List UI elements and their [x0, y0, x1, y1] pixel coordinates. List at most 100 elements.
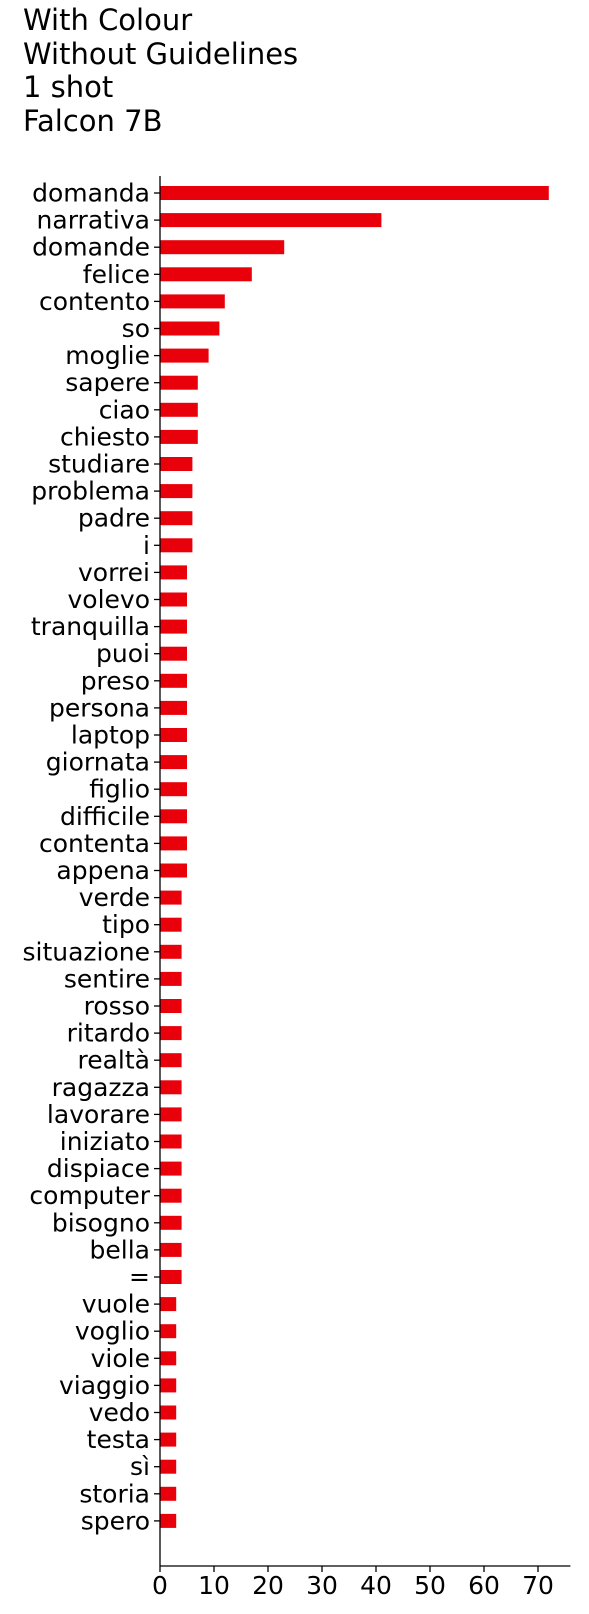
- bar: [160, 1513, 177, 1528]
- chart-title-line-2: Without Guidelines: [23, 36, 299, 71]
- bar: [160, 213, 382, 228]
- bar: [160, 1215, 182, 1230]
- bar: [160, 1242, 182, 1257]
- bar: [160, 511, 193, 526]
- category-label: domanda: [32, 179, 150, 208]
- category-label: verde: [79, 883, 150, 912]
- bar: [160, 538, 193, 553]
- chart-title-line-3: 1 shot: [23, 70, 114, 104]
- bar: [160, 1270, 182, 1284]
- category-label: narrativa: [37, 206, 150, 235]
- category-label: volevo: [67, 585, 150, 614]
- category-label: domande: [32, 233, 150, 262]
- x-tick-label: 70: [522, 1571, 554, 1600]
- bar: [160, 1107, 182, 1122]
- bar: [160, 592, 187, 607]
- category-label: chiesto: [60, 422, 150, 451]
- bar: [160, 836, 187, 851]
- bar: [160, 1026, 182, 1041]
- bars-group: [160, 186, 549, 1528]
- category-label: iniziato: [60, 1127, 150, 1156]
- bar: [160, 944, 182, 959]
- bar: [160, 484, 193, 499]
- bar: [160, 782, 187, 797]
- category-label: giornata: [46, 748, 150, 777]
- category-label: vuole: [82, 1290, 150, 1319]
- bar: [160, 321, 220, 336]
- bar: [160, 375, 198, 390]
- bar: [160, 646, 187, 661]
- category-label: puoi: [96, 639, 150, 668]
- category-label: realtà: [78, 1046, 151, 1075]
- category-label: problema: [31, 477, 150, 506]
- category-labels-group: domandanarrativadomandefelicecontentosom…: [22, 179, 160, 1535]
- bar: [160, 1459, 177, 1474]
- bar: [160, 1324, 177, 1339]
- bar: [160, 673, 187, 688]
- category-label: contenta: [39, 829, 150, 858]
- category-label: spero: [81, 1506, 150, 1535]
- category-label: appena: [56, 856, 150, 885]
- bar: [160, 1378, 177, 1393]
- bar: [160, 348, 209, 363]
- category-label: ciao: [99, 395, 150, 424]
- category-label: i: [143, 531, 150, 560]
- category-label: storia: [79, 1479, 150, 1508]
- bar: [160, 186, 549, 200]
- category-label: contento: [39, 287, 150, 316]
- x-tick-label: 30: [306, 1571, 338, 1600]
- bar: [160, 1351, 177, 1366]
- bar: [160, 1188, 182, 1203]
- category-label: so: [122, 314, 150, 343]
- category-label: rosso: [84, 992, 150, 1021]
- category-label: laptop: [71, 721, 150, 750]
- category-label: vedo: [89, 1398, 150, 1427]
- category-label: viaggio: [59, 1371, 150, 1400]
- category-label: padre: [78, 504, 150, 533]
- category-label: felice: [83, 260, 150, 289]
- category-label: =: [129, 1263, 150, 1292]
- bar: [160, 565, 187, 580]
- bar: [160, 1432, 177, 1447]
- category-label: bella: [90, 1235, 150, 1264]
- category-label: preso: [81, 666, 150, 695]
- x-tick-label: 20: [252, 1571, 284, 1600]
- category-label: figlio: [89, 775, 150, 804]
- bar: [160, 1161, 182, 1176]
- bar: [160, 809, 187, 824]
- x-tick-label: 10: [198, 1571, 230, 1600]
- category-label: vorrei: [78, 558, 150, 587]
- x-ticks-group: 0 10 20 30 40 50 60 70: [152, 1566, 554, 1600]
- x-tick-label: 40: [360, 1571, 392, 1600]
- category-label: sì: [130, 1452, 150, 1481]
- bar: [160, 1486, 177, 1501]
- bar: [160, 1134, 182, 1149]
- bar: [160, 240, 285, 255]
- bar: [160, 402, 198, 417]
- bar: [160, 890, 182, 905]
- bar: [160, 1080, 182, 1095]
- bar: [160, 863, 187, 878]
- chart-title: With Colour Without Guidelines 1 shot Fa…: [23, 3, 299, 138]
- category-label: testa: [87, 1425, 150, 1454]
- category-label: situazione: [22, 937, 150, 966]
- category-label: ragazza: [52, 1073, 150, 1102]
- x-tick-label: 50: [414, 1571, 446, 1600]
- chart-title-line-4: Falcon 7B: [23, 103, 163, 138]
- category-label: voglio: [75, 1317, 150, 1346]
- category-label: lavorare: [47, 1100, 150, 1129]
- category-label: dispiace: [47, 1154, 150, 1183]
- category-label: tipo: [102, 910, 150, 939]
- category-label: viole: [91, 1344, 150, 1373]
- category-label: persona: [49, 693, 150, 722]
- category-label: difficile: [60, 802, 150, 831]
- category-label: studiare: [48, 450, 150, 479]
- bar: [160, 267, 252, 282]
- category-label: ritardo: [67, 1019, 150, 1048]
- bar: [160, 294, 225, 309]
- bar: [160, 755, 187, 770]
- bar: [160, 971, 182, 986]
- bar: [160, 1053, 182, 1068]
- bar: [160, 917, 182, 932]
